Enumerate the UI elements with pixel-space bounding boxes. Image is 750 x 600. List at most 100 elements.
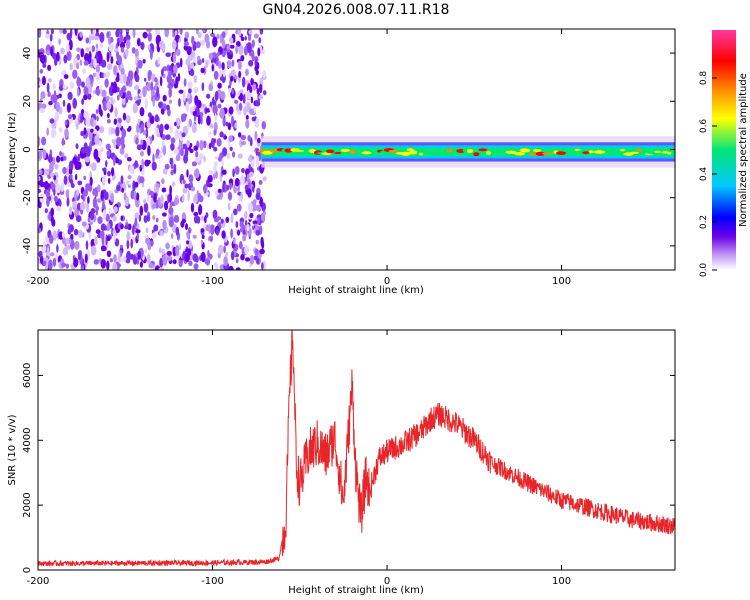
noise-speckle xyxy=(66,32,72,41)
noise-speckle xyxy=(61,231,65,239)
noise-speckle xyxy=(82,68,86,75)
noise-speckle xyxy=(49,172,55,177)
noise-speckle xyxy=(111,139,116,144)
noise-speckle xyxy=(160,108,165,115)
band-hotspot xyxy=(505,150,517,154)
noise-speckle xyxy=(239,89,244,95)
noise-speckle xyxy=(157,56,161,65)
noise-speckle xyxy=(181,194,185,203)
noise-speckle xyxy=(245,114,249,120)
noise-speckle xyxy=(63,54,68,64)
noise-speckle xyxy=(75,143,79,150)
noise-speckle xyxy=(68,237,72,245)
noise-speckle xyxy=(251,116,257,122)
noise-speckle xyxy=(120,46,125,53)
noise-speckle xyxy=(258,94,264,100)
noise-speckle xyxy=(119,34,124,43)
noise-speckle xyxy=(91,135,95,146)
band-hotspot xyxy=(519,148,531,153)
noise-speckle xyxy=(80,130,84,137)
noise-speckle xyxy=(154,127,159,135)
noise-speckle xyxy=(66,197,70,207)
noise-speckle xyxy=(102,175,107,184)
noise-speckle xyxy=(226,184,229,191)
noise-speckle xyxy=(54,111,59,123)
noise-speckle xyxy=(56,155,61,163)
noise-speckle xyxy=(50,46,53,57)
colorbar-tick-label: 0.8 xyxy=(699,71,709,86)
noise-speckle xyxy=(91,45,96,53)
noise-speckle xyxy=(104,78,109,88)
noise-speckle xyxy=(119,244,123,249)
noise-speckle xyxy=(52,94,58,104)
noise-speckle xyxy=(193,114,197,122)
spectrogram-noise-region xyxy=(38,29,267,270)
noise-speckle xyxy=(258,180,263,185)
noise-speckle xyxy=(145,227,149,234)
noise-speckle xyxy=(76,122,79,130)
noise-speckle xyxy=(166,250,172,256)
noise-speckle xyxy=(160,195,164,205)
noise-speckle xyxy=(55,183,61,194)
noise-speckle xyxy=(84,187,89,197)
noise-speckle xyxy=(215,170,218,179)
noise-speckle xyxy=(261,262,264,270)
noise-speckle xyxy=(86,146,91,158)
noise-speckle xyxy=(93,259,100,265)
noise-speckle xyxy=(44,236,49,243)
noise-speckle xyxy=(113,254,117,263)
noise-speckle xyxy=(56,51,60,62)
noise-speckle xyxy=(117,94,120,101)
noise-speckle xyxy=(116,136,122,147)
noise-speckle xyxy=(186,46,192,56)
band-hotspot xyxy=(270,149,278,153)
noise-speckle xyxy=(162,145,166,156)
noise-speckle xyxy=(90,128,94,133)
noise-speckle xyxy=(81,147,86,154)
spectrogram-x-ticks: -200 -100 0 100 xyxy=(27,29,571,287)
noise-speckle xyxy=(252,185,255,193)
noise-speckle xyxy=(210,32,216,37)
noise-speckle xyxy=(137,89,141,94)
noise-speckle xyxy=(149,115,155,125)
noise-speckle xyxy=(251,39,255,48)
noise-speckle xyxy=(96,156,101,163)
noise-speckle xyxy=(230,213,234,224)
noise-speckle xyxy=(63,74,69,80)
noise-speckle xyxy=(239,221,244,228)
noise-speckle xyxy=(120,175,124,185)
noise-speckle xyxy=(214,161,218,168)
noise-speckle xyxy=(125,48,129,57)
noise-speckle xyxy=(106,101,112,111)
noise-speckle xyxy=(142,31,148,39)
noise-speckle xyxy=(256,87,260,95)
noise-speckle xyxy=(165,104,170,111)
noise-speckle xyxy=(228,106,234,115)
noise-speckle xyxy=(214,190,219,197)
noise-speckle xyxy=(253,33,259,39)
noise-speckle xyxy=(221,169,227,175)
noise-speckle xyxy=(202,103,207,109)
band-hotspot xyxy=(562,149,569,152)
noise-speckle xyxy=(149,191,155,196)
noise-speckle xyxy=(210,137,215,149)
noise-speckle xyxy=(85,240,89,250)
x-tick-label: 100 xyxy=(552,276,571,287)
noise-speckle xyxy=(105,160,108,168)
noise-speckle xyxy=(50,194,53,203)
noise-speckle xyxy=(206,93,211,99)
noise-speckle xyxy=(165,242,170,250)
noise-speckle xyxy=(38,169,43,176)
noise-speckle xyxy=(72,200,77,209)
noise-speckle xyxy=(56,205,62,212)
noise-speckle xyxy=(47,91,51,98)
noise-speckle xyxy=(213,70,219,80)
colorbar-tick-label: 0.2 xyxy=(699,215,709,229)
noise-speckle xyxy=(251,159,255,169)
noise-speckle xyxy=(68,39,73,51)
noise-speckle xyxy=(253,255,258,261)
noise-speckle xyxy=(187,93,191,99)
noise-speckle xyxy=(214,113,217,122)
noise-speckle xyxy=(91,162,97,172)
noise-speckle xyxy=(88,34,92,45)
